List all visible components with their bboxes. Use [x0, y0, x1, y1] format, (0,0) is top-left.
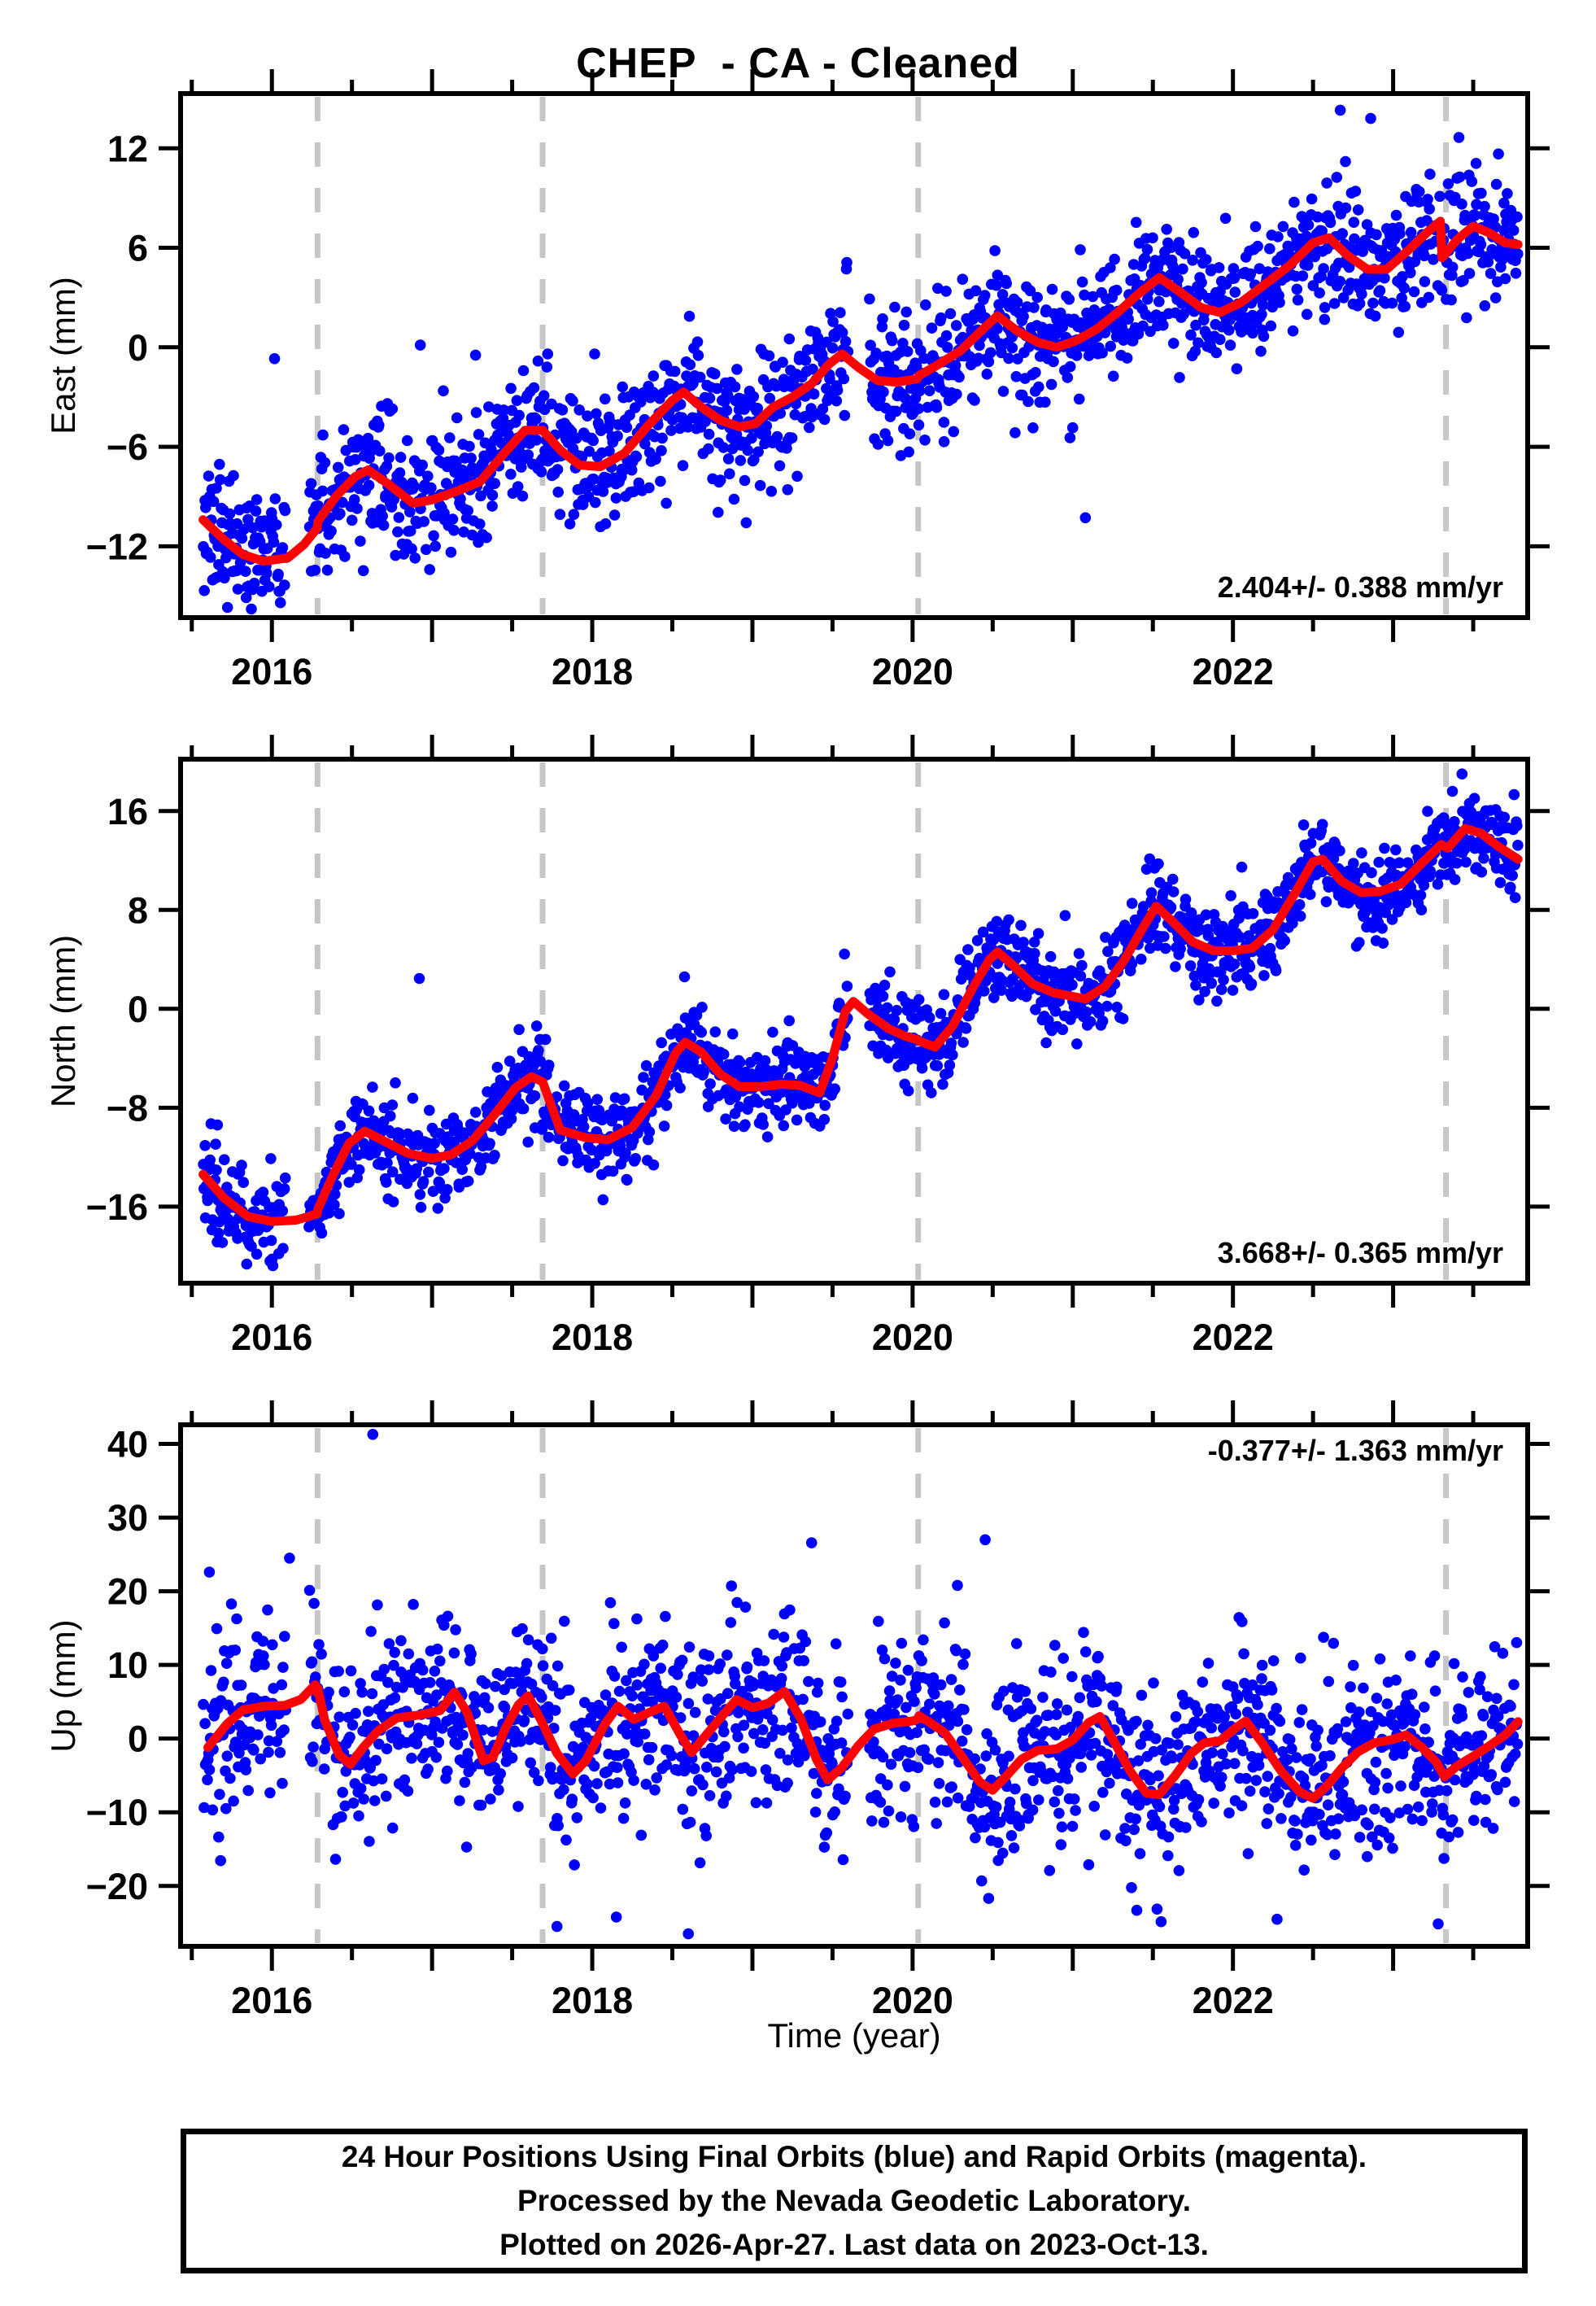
x-tick-label: 2022 — [1193, 1317, 1274, 1358]
up-rate-label: -0.377+/- 1.363 mm/yr — [1207, 1434, 1503, 1467]
y-tick-label: −16 — [86, 1186, 148, 1228]
y-tick-label: 8 — [128, 889, 148, 931]
north-rate-label: 3.668+/- 0.365 mm/yr — [1217, 1236, 1503, 1269]
y-tick-label: −12 — [86, 526, 148, 567]
north-panel: 16 8 0 −8 −16 2016 2018 2020 2022 — [86, 735, 1550, 1358]
y-tick-label: 10 — [107, 1644, 148, 1686]
daily-position-scatter — [198, 104, 1524, 615]
x-tick-labels: 2016 2018 2020 2022 — [231, 651, 1274, 692]
x-axis-title: Time (year) — [767, 2016, 941, 2055]
y-tick-label: 0 — [128, 989, 148, 1030]
x-tick-labels: 2016 2018 2020 2022 — [231, 1317, 1274, 1358]
panel-frame — [178, 1422, 1530, 1949]
trend-line — [203, 1680, 1523, 1803]
daily-position-scatter — [198, 1429, 1524, 1940]
axis-ticks — [159, 69, 1550, 642]
east-rate-label: 2.404+/- 0.388 mm/yr — [1217, 570, 1503, 604]
y-tick-labels: 40 30 20 10 0 −10 −20 — [86, 1424, 148, 1907]
x-tick-label: 2022 — [1193, 1980, 1274, 2021]
y-tick-label: 12 — [107, 128, 148, 169]
footer-note-box: 24 Hour Positions Using Final Orbits (bl… — [181, 2129, 1528, 2273]
x-tick-label: 2016 — [231, 651, 312, 692]
x-tick-label: 2020 — [872, 651, 953, 692]
y-tick-label: 0 — [128, 327, 148, 369]
daily-position-scatter — [198, 768, 1524, 1272]
y-axis-title-north: North (mm) — [44, 934, 82, 1108]
x-tick-label: 2020 — [872, 1317, 953, 1358]
x-tick-label: 2016 — [231, 1980, 312, 2021]
y-tick-label: −20 — [86, 1866, 148, 1907]
y-tick-label: 0 — [128, 1719, 148, 1760]
x-tick-label: 2018 — [552, 1317, 633, 1358]
east-panel: 12 6 0 −6 −12 2016 2018 2020 2022 — [86, 69, 1550, 692]
y-tick-label: −10 — [86, 1792, 148, 1833]
trend-line — [198, 216, 1523, 566]
x-tick-label: 2022 — [1193, 651, 1274, 692]
x-tick-label: 2018 — [552, 1980, 633, 2021]
y-axis-title-up: Up (mm) — [44, 1618, 82, 1753]
trend-line — [198, 823, 1523, 1226]
axis-ticks — [159, 735, 1550, 1308]
page-title: CHEP - CA - Cleaned — [576, 40, 1020, 87]
y-tick-labels: 12 6 0 −6 −12 — [86, 128, 148, 567]
y-tick-label: 40 — [107, 1424, 148, 1465]
y-tick-label: 16 — [107, 791, 148, 832]
x-tick-label: 2016 — [231, 1317, 312, 1358]
axis-ticks — [159, 1400, 1550, 1971]
x-tick-label: 2020 — [872, 1980, 953, 2021]
y-axis-title-east: East (mm) — [44, 277, 82, 435]
panel-frame — [178, 91, 1530, 620]
x-tick-labels: 2016 2018 2020 2022 — [231, 1980, 1274, 2021]
panel-frame — [178, 757, 1530, 1286]
y-tick-label: −6 — [107, 426, 148, 468]
y-tick-label: 6 — [128, 228, 148, 269]
footer-line-orbits: 24 Hour Positions Using Final Orbits (bl… — [341, 2139, 1367, 2173]
y-tick-label: 20 — [107, 1571, 148, 1613]
x-tick-label: 2018 — [552, 651, 633, 692]
y-tick-labels: 16 8 0 −8 −16 — [86, 791, 148, 1228]
up-panel: 40 30 20 10 0 −10 −20 2016 2018 2020 2022 — [86, 1400, 1550, 2021]
footer-line-plotted: Plotted on 2026-Apr-27. Last data on 202… — [499, 2228, 1209, 2262]
footer-line-processed: Processed by the Nevada Geodetic Laborat… — [517, 2183, 1191, 2217]
y-tick-label: 30 — [107, 1497, 148, 1539]
y-tick-label: −8 — [107, 1087, 148, 1129]
